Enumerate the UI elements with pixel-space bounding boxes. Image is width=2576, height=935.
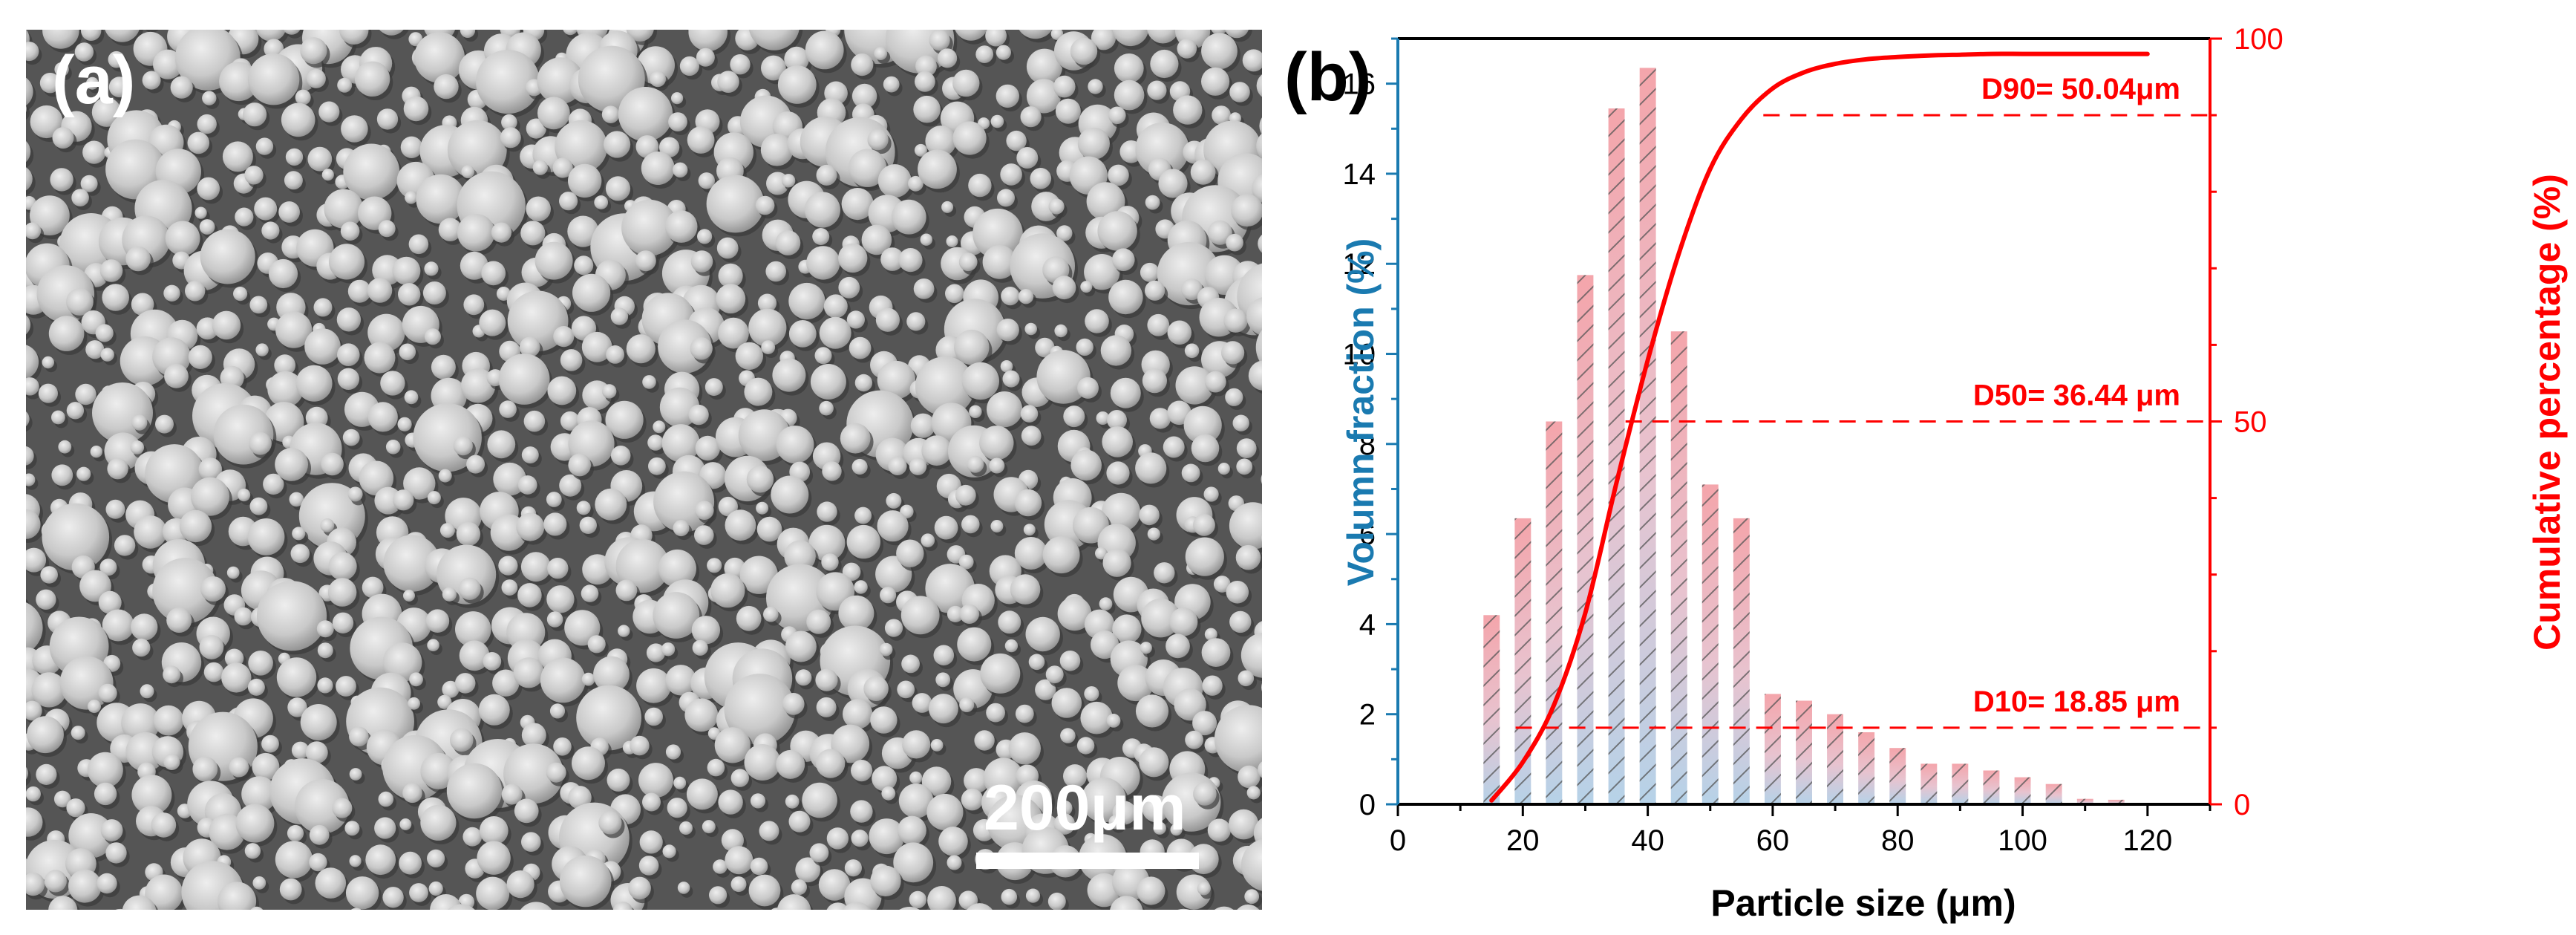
left-tick-label: 8: [1359, 429, 1376, 461]
bar: [1796, 700, 1812, 804]
bar: [1858, 732, 1875, 804]
left-tick-label: 10: [1343, 339, 1376, 371]
left-axis-title: Volumn fraction (%): [1340, 238, 1382, 587]
bar: [1670, 331, 1687, 804]
bar: [1983, 770, 2000, 804]
bar: [2045, 783, 2062, 804]
bar: [1577, 275, 1594, 804]
x-tick-label: 80: [1881, 824, 1915, 857]
left-tick-label: 2: [1359, 699, 1376, 732]
x-tick-label: 20: [1506, 824, 1540, 857]
reference-label: D50= 36.44 μm: [1973, 379, 2180, 412]
bar: [1952, 763, 1969, 804]
bar: [1920, 763, 1938, 804]
left-tick-label: 4: [1359, 608, 1376, 641]
bar: [2108, 799, 2125, 804]
left-tick-label: 12: [1343, 248, 1376, 281]
scale-bar-label: 200μm: [984, 772, 1186, 844]
left-tick-label: 14: [1343, 158, 1376, 191]
panel-a-label: (a): [52, 42, 136, 118]
bar: [1701, 484, 1719, 804]
left-tick-label: 16: [1343, 68, 1376, 101]
panel-b-label: (b): [1284, 39, 1372, 115]
bar: [1639, 68, 1656, 804]
right-tick-label: 50: [2234, 406, 2267, 439]
particle-image: [26, 30, 1262, 910]
right-tick-label: 100: [2234, 23, 2284, 56]
left-tick-label: 0: [1359, 789, 1376, 821]
bar: [1483, 615, 1500, 804]
x-tick-label: 120: [2122, 824, 2172, 857]
bar: [1765, 694, 1781, 804]
reference-label: D90= 50.04μm: [1981, 73, 2180, 105]
bar: [1608, 108, 1625, 804]
sem-micrograph: [26, 30, 1262, 910]
scale-bar: [976, 853, 1199, 869]
x-axis-title: Particle size (μm): [1710, 882, 2016, 924]
right-tick-label: 0: [2234, 789, 2250, 821]
bar: [1827, 714, 1843, 804]
x-tick-label: 60: [1756, 824, 1790, 857]
bar: [1889, 748, 1906, 804]
reference-label: D10= 18.85 μm: [1973, 685, 2180, 718]
bar: [1733, 518, 1750, 804]
bar: [1546, 421, 1563, 804]
right-axis-title: Cumulative percentage (%): [2526, 174, 2568, 651]
x-tick-label: 40: [1631, 824, 1664, 857]
bar: [2076, 798, 2093, 804]
cumulative-curve: [1489, 51, 2150, 803]
x-tick-label: 100: [1998, 824, 2047, 857]
bar: [2014, 777, 2031, 804]
bar: [1514, 518, 1531, 804]
x-tick-label: 0: [1390, 824, 1406, 857]
particle-size-chart: D10= 18.85 μm D50= 36.44 μm D90= 50.04μm 0…: [1340, 23, 2568, 924]
left-tick-label: 6: [1359, 518, 1376, 551]
